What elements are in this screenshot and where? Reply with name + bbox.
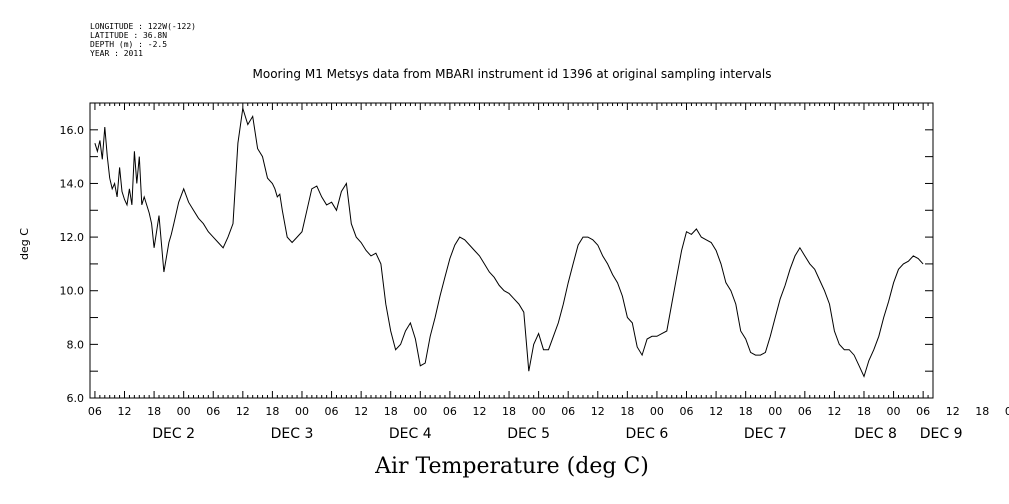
meta-depth: DEPTH (m) : -2.5 <box>90 40 168 49</box>
chart-title: Mooring M1 Metsys data from MBARI instru… <box>252 67 772 81</box>
metadata-block: LONGITUDE : 122W(-122) LATITUDE : 36.8N … <box>90 22 196 58</box>
x-tick-label: 18 <box>620 405 634 418</box>
y-tick-label: 10.0 <box>60 285 85 298</box>
y-tick-label: 14.0 <box>60 177 85 190</box>
x-tick-label: 12 <box>354 405 368 418</box>
x-tick-label: 00 <box>532 405 546 418</box>
x-tick-label: 12 <box>118 405 132 418</box>
x-tick-label: 12 <box>827 405 841 418</box>
day-label: DEC 5 <box>507 426 550 442</box>
day-label: DEC 6 <box>626 426 669 442</box>
x-tick-label: 00 <box>295 405 309 418</box>
x-tick-label: 00 <box>177 405 191 418</box>
x-tick-label: 12 <box>591 405 605 418</box>
meta-longitude: LONGITUDE : 122W(-122) <box>90 22 196 31</box>
y-tick-label: 8.0 <box>67 338 85 351</box>
meta-year: YEAR : 2011 <box>90 49 143 58</box>
x-tick-label: 12 <box>472 405 486 418</box>
y-tick-label: 12.0 <box>60 231 85 244</box>
x-tick-label: 06 <box>798 405 812 418</box>
day-label: DEC 4 <box>389 426 432 442</box>
x-tick-label: 06 <box>206 405 220 418</box>
x-tick-label: 18 <box>265 405 279 418</box>
plot-frame <box>89 102 934 399</box>
x-tick-label: 06 <box>916 405 930 418</box>
x-tick-labels: 06 12 18 00 06 12 18 00 06 12 18 00 06 12 18 00 06 12 18 00… <box>88 405 1009 418</box>
series-line-air-temperature <box>94 108 924 378</box>
axis-ticks <box>89 102 934 399</box>
x-tick-label: 18 <box>975 405 989 418</box>
x-tick-label: 18 <box>384 405 398 418</box>
x-tick-label: 06 <box>680 405 694 418</box>
x-tick-label: 00 <box>1005 405 1009 418</box>
x-tick-label: 18 <box>502 405 516 418</box>
y-tick-label: 6.0 <box>67 392 85 405</box>
x-tick-label: 00 <box>650 405 664 418</box>
x-tick-label: 12 <box>946 405 960 418</box>
day-label: DEC 7 <box>744 426 787 442</box>
y-tick-labels: 6.0 8.0 10.0 12.0 14.0 16.0 <box>60 124 85 405</box>
x-tick-label: 06 <box>325 405 339 418</box>
x-tick-label: 00 <box>887 405 901 418</box>
x-tick-label: 18 <box>147 405 161 418</box>
meta-latitude: LATITUDE : 36.8N <box>90 31 168 40</box>
x-tick-label: 12 <box>709 405 723 418</box>
day-labels: DEC 2 DEC 3 DEC 4 DEC 5 DEC 6 DEC 7 DEC 8 DEC 9 <box>152 426 962 442</box>
day-label: DEC 3 <box>271 426 314 442</box>
x-tick-label: 12 <box>236 405 250 418</box>
day-label: DEC 9 <box>920 426 963 442</box>
y-tick-label: 16.0 <box>60 124 85 137</box>
day-label: DEC 8 <box>854 426 897 442</box>
x-tick-label: 06 <box>443 405 457 418</box>
x-axis-title: Air Temperature (deg C) <box>375 454 649 479</box>
x-tick-label: 18 <box>739 405 753 418</box>
day-label: DEC 2 <box>152 426 195 442</box>
x-tick-label: 06 <box>561 405 575 418</box>
x-tick-label: 18 <box>857 405 871 418</box>
x-tick-label: 00 <box>413 405 427 418</box>
x-tick-label: 00 <box>768 405 782 418</box>
x-tick-label: 06 <box>88 405 102 418</box>
